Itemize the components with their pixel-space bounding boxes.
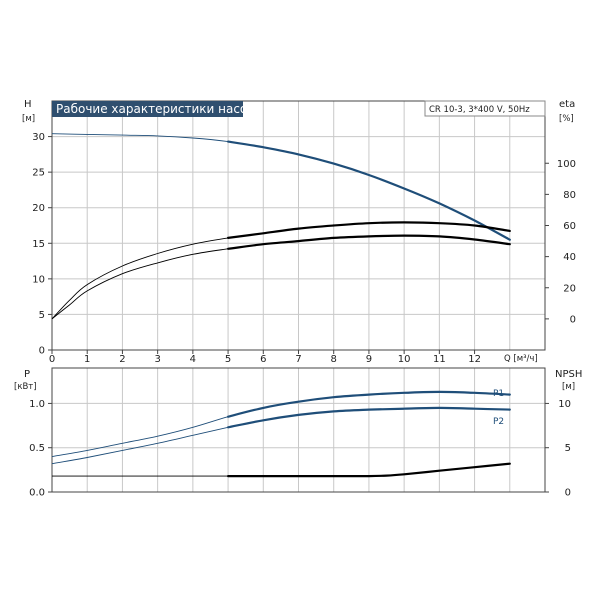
npsh-curve-duty-line [227, 462, 511, 478]
eta-tick-label: 60 [563, 221, 576, 232]
power-tick-label: 0.0 [29, 488, 45, 499]
npsh-axis-name: NPSH [555, 369, 582, 380]
power-tick-label: 1.0 [29, 399, 45, 410]
model-annotation-box [424, 100, 546, 117]
x-tick-label: 5 [225, 354, 231, 365]
x-tick-label: 8 [331, 354, 337, 365]
top-series [51, 133, 511, 320]
eta-tick-label: 0 [570, 314, 576, 325]
bottom-plot-frame [51, 367, 546, 493]
p2-label: P2 [493, 417, 504, 427]
npsh-tick-label: 10 [558, 399, 571, 410]
x-tick-label: 10 [398, 354, 411, 365]
power-p2-curve-duty-line [227, 406, 511, 429]
x-tick-label: 0 [49, 354, 55, 365]
x-tick-labels: 0 1 2 3 4 5 6 7 8 9 10 11 12 [49, 350, 481, 365]
eta-axis-name: eta [559, 99, 575, 110]
eta-tick-label: 40 [563, 252, 576, 263]
bottom-chart: P [кВт] NPSH [м] 0.0 0.5 1.0 0 5 10 P1 P2 [14, 367, 582, 499]
head-tick-label: 20 [32, 203, 45, 214]
head-tick-label: 25 [32, 168, 45, 179]
x-tick-label: 1 [84, 354, 90, 365]
efficiency-curve-2-duty-line [227, 234, 511, 250]
head-curve-duty-line [227, 140, 511, 241]
power-axis-name: P [24, 369, 30, 380]
head-tick-label: 10 [32, 274, 45, 285]
npsh-tick-labels: 0 5 10 [545, 399, 571, 499]
x-tick-label: 9 [366, 354, 372, 365]
x-tick-label: 4 [190, 354, 196, 365]
head-axis-name: H [24, 99, 32, 110]
head-axis-unit: [м] [22, 114, 35, 124]
head-tick-label: 0 [39, 346, 45, 357]
x-axis-label: Q [м³/ч] [504, 354, 538, 364]
power-p1-curve-duty-line [227, 390, 511, 418]
power-tick-label: 0.5 [29, 443, 45, 454]
npsh-tick-label: 5 [565, 443, 571, 454]
chart-title: Рабочие характеристики насоса [56, 102, 261, 116]
x-tick-label: 2 [119, 354, 125, 365]
p1-label: P1 [493, 389, 504, 399]
bottom-grid [52, 368, 545, 492]
x-tick-label: 12 [468, 354, 481, 365]
head-tick-label: 15 [32, 239, 45, 250]
power-axis-unit: [кВт] [14, 382, 37, 392]
eta-tick-labels: 0 20 40 60 80 100 [545, 159, 576, 325]
chart-title-box [52, 101, 243, 117]
power-tick-labels: 0.0 0.5 1.0 [29, 399, 52, 499]
head-tick-label: 5 [39, 310, 45, 321]
top-grid [52, 101, 545, 350]
bottom-series [51, 390, 511, 478]
efficiency-curve-1-duty-line [227, 221, 511, 239]
x-tick-label: 6 [260, 354, 266, 365]
eta-tick-label: 80 [563, 190, 576, 201]
x-tick-label: 3 [154, 354, 160, 365]
efficiency-curve-2-line [51, 235, 510, 320]
eta-tick-label: 100 [557, 159, 576, 170]
x-tick-label: 7 [295, 354, 301, 365]
eta-axis-unit: [%] [559, 114, 574, 124]
eta-tick-label: 20 [563, 283, 576, 294]
model-annotation: CR 10-3, 3*400 V, 50Hz [429, 105, 530, 115]
npsh-tick-label: 0 [565, 488, 571, 499]
npsh-axis-unit: [м] [562, 382, 575, 392]
x-tick-label: 11 [433, 354, 446, 365]
power-p1-curve-line [51, 391, 510, 458]
top-chart: Рабочие характеристики насоса CR 10-3, 3… [22, 99, 576, 365]
head-tick-label: 30 [32, 132, 45, 143]
head-tick-labels: 0 5 10 15 20 25 30 [32, 132, 52, 357]
